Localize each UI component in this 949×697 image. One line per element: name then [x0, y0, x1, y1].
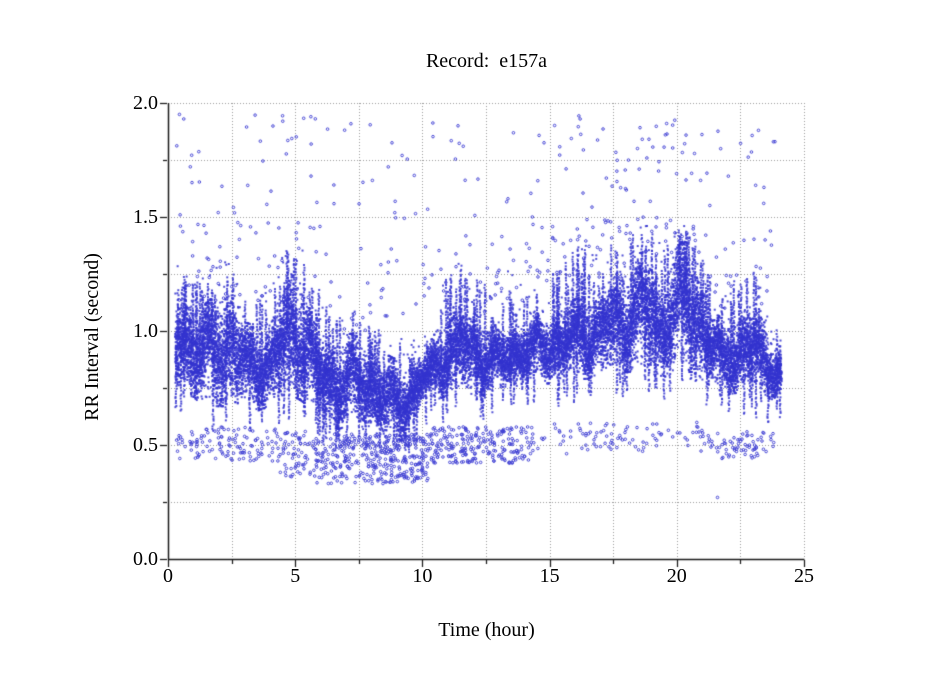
x-tick-label: 10: [412, 565, 433, 587]
y-tick-label: 1.5: [133, 206, 158, 228]
y-tick-label: 0.0: [133, 548, 158, 570]
y-tick-label: 0.5: [133, 434, 158, 456]
x-axis-label: Time (hour): [438, 619, 535, 641]
x-tick-label: 0: [163, 565, 173, 587]
y-tick-label: 1.0: [133, 320, 158, 342]
x-tick-label: 15: [539, 565, 560, 587]
y-tick-label: 2.0: [133, 92, 158, 114]
x-tick-label: 20: [666, 565, 687, 587]
chart-title: Record: e157a: [425, 50, 548, 72]
x-tick-label: 5: [290, 565, 301, 587]
x-tick-label: 25: [794, 565, 814, 587]
